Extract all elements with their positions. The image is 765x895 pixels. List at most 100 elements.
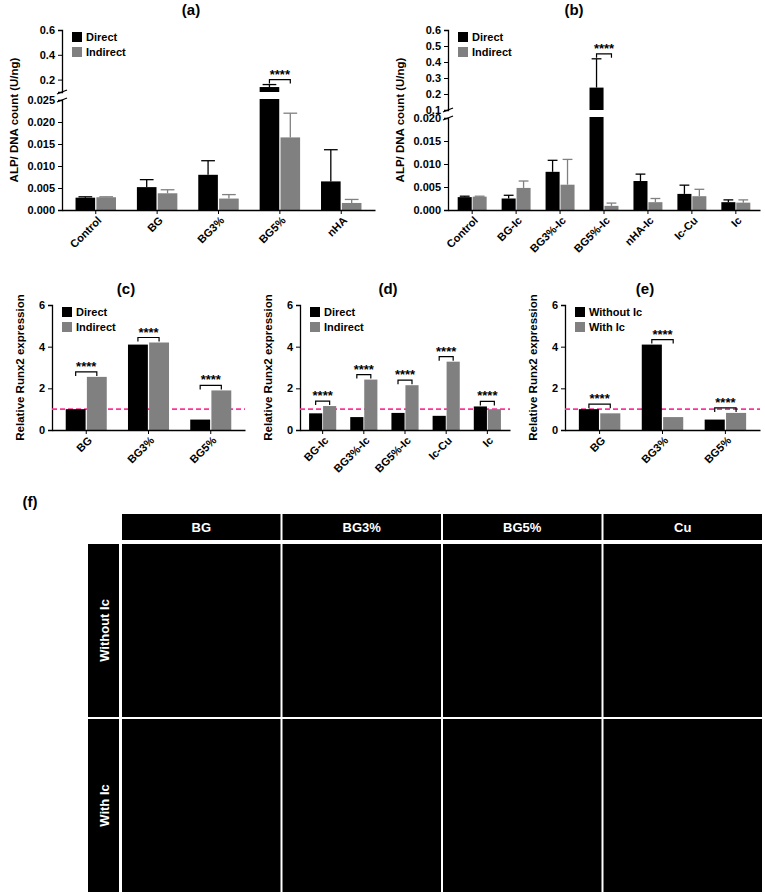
break-mark [57, 98, 67, 102]
image-panel: (f)BGBG3%BG5%CuWithout IcWith Ic [23, 493, 763, 892]
y-tick: 0.6 [40, 24, 62, 36]
bar [66, 409, 86, 430]
y-axis-title: Relative Runx2 expression [527, 294, 539, 440]
legend-swatch [458, 32, 468, 42]
x-tick-label: Control [444, 214, 480, 250]
error-cap [140, 179, 154, 180]
bar [323, 406, 336, 430]
x-tick: Control [68, 210, 104, 250]
x-tick-mark [148, 430, 149, 434]
bar [447, 362, 460, 430]
x-tick: BG5% [187, 430, 219, 466]
x-tick-label: BG5% [702, 434, 734, 466]
column-header: BG3% [343, 520, 382, 535]
x-tick-label: Ic [729, 214, 744, 229]
bar [280, 137, 300, 210]
legend-item: Indirect [310, 321, 364, 333]
x-tick: BG [587, 430, 607, 454]
plot-marks [458, 59, 751, 110]
legend-label: With Ic [589, 321, 625, 333]
bar [219, 199, 239, 210]
column-header-box [604, 514, 763, 540]
x-tick-label: Ic-Cu [426, 434, 454, 462]
x-tick-label: Ic-Cu [672, 214, 700, 242]
y-tick-mark [58, 144, 62, 145]
bar [309, 413, 322, 430]
bar [677, 194, 691, 210]
error-cap [723, 199, 733, 200]
micrograph [283, 719, 442, 892]
axis-break [57, 90, 67, 102]
error-bar [596, 59, 597, 88]
y-axis-line [561, 306, 566, 431]
error-bar [146, 180, 147, 187]
bar [517, 188, 531, 210]
y-tick: 6 [287, 299, 300, 311]
bar [137, 187, 157, 210]
legend-swatch [62, 307, 72, 317]
error-bar [552, 160, 553, 172]
legend-item: Direct [458, 31, 504, 43]
significance-label: **** [589, 391, 610, 406]
y-tick: 0.1 [426, 104, 448, 116]
bar [190, 420, 210, 430]
row-header-box [88, 719, 119, 892]
x-axis: ControlBG-IcBG3%-IcBG5%-IcnHA-IcIc-CuIc [444, 210, 761, 255]
x-axis: BGBG3%BG5% [566, 430, 761, 466]
legend: DirectIndirect [72, 31, 126, 58]
error-cap [201, 160, 215, 161]
y-tick-label: 0 [287, 424, 293, 436]
y-tick: 4 [287, 341, 300, 353]
significance-label: **** [138, 325, 159, 340]
bar [96, 197, 116, 210]
x-tick: BG3%-Ic [527, 210, 567, 255]
y-tick-label: 6 [287, 299, 293, 311]
y-tick-mark [58, 80, 62, 81]
legend-label: Direct [472, 31, 504, 43]
x-tick: BG-Ic [495, 210, 524, 243]
significance-label: **** [594, 41, 615, 56]
panel-4: (e)0246BGBG3%BG5%Relative Runx2 expressi… [527, 280, 760, 466]
y-tick-mark [444, 30, 448, 31]
x-tick-label: BG5% [187, 434, 219, 466]
row-header-box [88, 544, 119, 717]
legend: DirectIndirect [458, 31, 512, 58]
bar [590, 117, 604, 210]
y-axis-line [58, 101, 63, 211]
y-tick: 2 [552, 382, 565, 394]
y-tick-mark [58, 55, 62, 56]
bar [600, 413, 620, 430]
y-tick: 0 [39, 424, 52, 436]
x-tick-label: BG5%-Ic [571, 214, 611, 254]
y-tick-mark [561, 305, 565, 306]
legend-item: Indirect [72, 46, 126, 58]
micrograph [604, 544, 763, 717]
error-cap [222, 194, 236, 195]
x-tick-label: Ic [480, 434, 495, 449]
panel-3: (d)0246BG-IcBG3%-IcBG5%-IcIc-CuIcRelativ… [262, 280, 510, 475]
micrograph [122, 719, 281, 892]
x-tick: Ic [729, 210, 744, 229]
error-bar [207, 161, 208, 175]
x-tick-mark [662, 430, 663, 434]
y-axis: 0.0000.0050.0100.0150.020 [413, 112, 448, 216]
x-tick-mark [95, 210, 96, 214]
bar [198, 175, 218, 210]
y-tick-label: 0.2 [426, 88, 441, 100]
bar [604, 206, 618, 210]
y-tick-label: 4 [552, 341, 559, 353]
error-cap [563, 159, 573, 160]
x-tick-mark [86, 430, 87, 434]
x-tick-label: BG-Ic [301, 434, 330, 463]
error-cap [475, 196, 485, 197]
x-tick-mark [725, 430, 726, 434]
y-axis: 0.0000.0050.0100.0150.0200.025 [27, 94, 62, 216]
y-tick: 0.005 [413, 181, 448, 193]
y-tick-label: 0.015 [27, 138, 55, 150]
bar [692, 196, 706, 210]
break-mark [443, 108, 453, 112]
bar [705, 420, 725, 430]
x-tick-label: BG3%-Ic [527, 214, 567, 254]
significance-label: **** [436, 344, 457, 359]
plot-marks [458, 117, 751, 210]
